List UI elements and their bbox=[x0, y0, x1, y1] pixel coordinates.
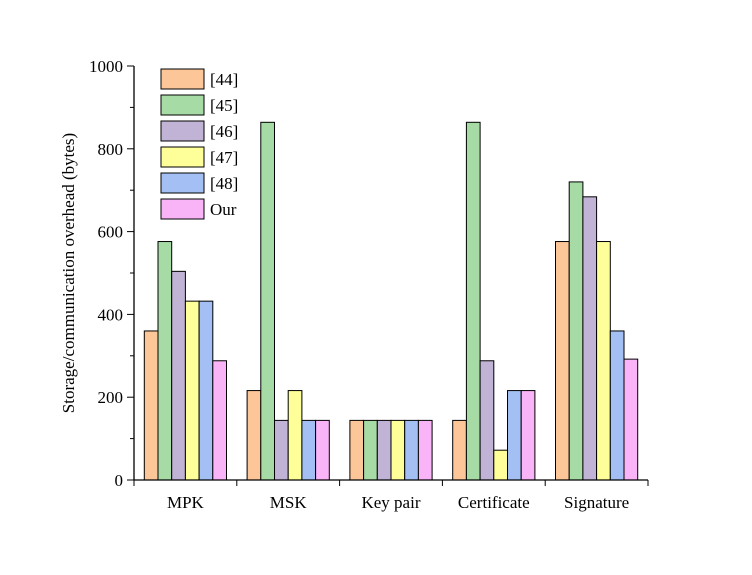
bar-msk-1 bbox=[260, 121, 275, 481]
legend-label: [45] bbox=[210, 96, 238, 115]
legend: [44] [45] [46] [47] [48] Our bbox=[160, 68, 238, 220]
bar-msk-3 bbox=[287, 390, 303, 481]
y-tick-label: 200 bbox=[98, 388, 124, 407]
y-axis-title: Storage/communication overhead (bytes) bbox=[59, 133, 78, 413]
bar-certificate-1 bbox=[465, 121, 481, 481]
bar-key-pair-3 bbox=[390, 419, 406, 481]
legend-swatch bbox=[160, 68, 205, 90]
legend-swatch bbox=[160, 172, 205, 194]
bar-mpk-0 bbox=[143, 330, 159, 481]
axes-group: 0 200 400 600 800 1000 MPK MSK Key pair Certifica… bbox=[59, 57, 649, 512]
x-tick-label: MPK bbox=[167, 493, 205, 512]
x-tick-label: Certificate bbox=[458, 493, 530, 512]
legend-label: Our bbox=[210, 200, 237, 219]
legend-label: [46] bbox=[210, 122, 238, 141]
bar-signature-3 bbox=[596, 241, 611, 481]
legend-swatch bbox=[160, 120, 205, 142]
bar-signature-5 bbox=[623, 358, 639, 481]
legend-label: [47] bbox=[210, 148, 238, 167]
bar-certificate-0 bbox=[452, 419, 467, 481]
bar-signature-2 bbox=[582, 196, 598, 481]
bar-mpk-1 bbox=[157, 241, 173, 481]
bar-mpk-4 bbox=[198, 300, 214, 481]
bar-signature-0 bbox=[555, 241, 570, 481]
y-tick-label: 1000 bbox=[89, 57, 123, 76]
x-tick-label: MSK bbox=[270, 493, 308, 512]
bar-signature-1 bbox=[568, 181, 584, 481]
legend-label: [44] bbox=[210, 70, 238, 89]
bar-msk-0 bbox=[246, 390, 262, 481]
y-tick-label: 0 bbox=[115, 471, 124, 490]
legend-label: [48] bbox=[210, 174, 238, 193]
legend-swatch bbox=[160, 94, 205, 116]
bar-msk-4 bbox=[301, 419, 317, 481]
bar-msk-2 bbox=[274, 419, 289, 481]
y-tick-label: 800 bbox=[98, 140, 124, 159]
bar-mpk-3 bbox=[184, 300, 200, 481]
bar-certificate-4 bbox=[507, 390, 522, 481]
bar-msk-5 bbox=[315, 419, 330, 481]
bar-key-pair-2 bbox=[376, 419, 392, 481]
bars-group bbox=[143, 121, 639, 481]
bar-certificate-5 bbox=[520, 390, 536, 481]
bar-signature-4 bbox=[609, 330, 625, 481]
y-tick-label: 400 bbox=[98, 305, 124, 324]
x-tick-label: Signature bbox=[564, 493, 629, 512]
bar-key-pair-4 bbox=[404, 419, 419, 481]
legend-swatch bbox=[160, 198, 205, 220]
y-tick-label: 600 bbox=[98, 223, 124, 242]
bar-key-pair-0 bbox=[349, 419, 365, 481]
bar-certificate-3 bbox=[493, 449, 508, 481]
x-tick-label: Key pair bbox=[361, 493, 420, 512]
bar-certificate-2 bbox=[479, 360, 495, 481]
bar-mpk-5 bbox=[212, 360, 228, 481]
legend-swatch bbox=[160, 146, 205, 168]
bar-mpk-2 bbox=[171, 270, 186, 481]
bar-key-pair-1 bbox=[363, 419, 378, 481]
bar-key-pair-5 bbox=[417, 419, 433, 481]
